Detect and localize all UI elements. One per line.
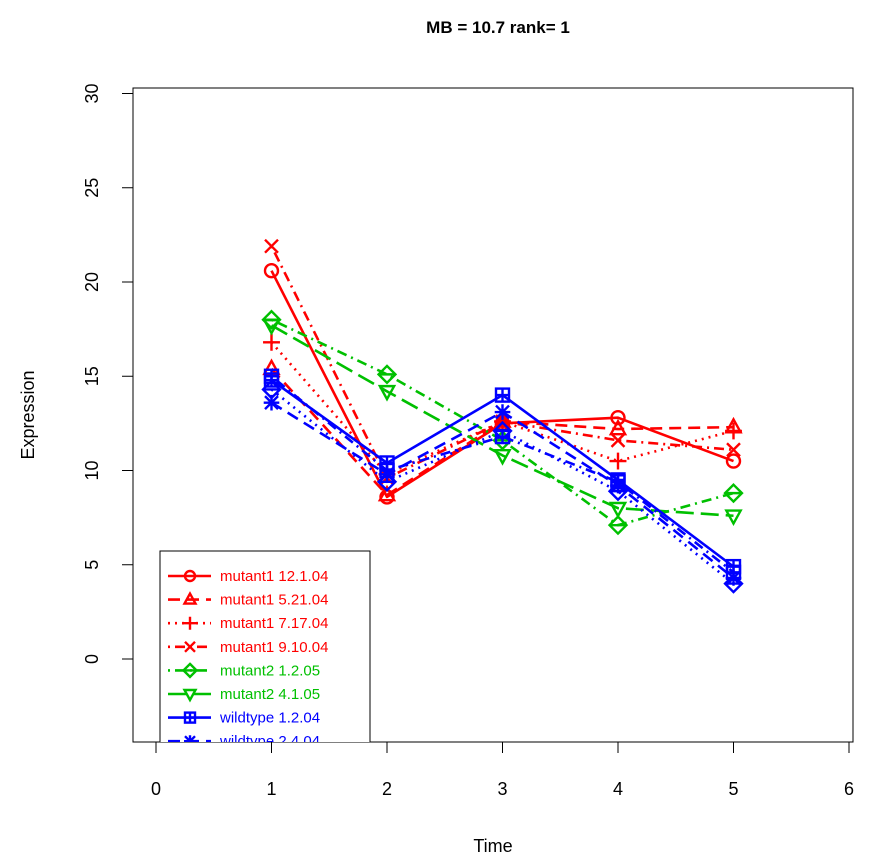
legend-label: wildtype 1.2.04	[219, 710, 320, 727]
data-point-shape	[376, 471, 398, 492]
legend-box	[159, 550, 371, 742]
legend-label: mutant1 12.1.04	[220, 568, 328, 585]
data-point-cross	[496, 430, 509, 444]
data-point	[726, 442, 741, 458]
data-point-shape	[607, 515, 629, 536]
data-point	[609, 452, 627, 470]
x-tick-label: 4	[613, 779, 623, 799]
legend-label: mutant2 1.2.05	[220, 662, 320, 679]
y-tick-label: 0	[82, 654, 102, 664]
y-tick-label: 20	[82, 272, 102, 292]
legend-marker	[184, 640, 196, 653]
data-point	[262, 318, 281, 336]
data-point-cross	[727, 565, 740, 579]
data-point-shape	[376, 364, 398, 385]
data-point	[494, 428, 511, 445]
data-point	[610, 410, 626, 426]
x-tick-label: 6	[844, 779, 854, 799]
y-tick-label: 25	[82, 178, 102, 198]
data-point	[263, 368, 280, 384]
data-point	[377, 384, 397, 402]
legend-marker-shape	[181, 662, 199, 679]
y-tick-label: 15	[82, 366, 102, 386]
x-tick-label: 5	[728, 779, 738, 799]
data-point-cross	[380, 464, 394, 477]
legend-label: mutant1 7.17.04	[220, 615, 328, 632]
series-line	[270, 375, 735, 574]
series-9	[263, 368, 742, 580]
data-point-cross	[611, 475, 625, 489]
legend-marker	[181, 662, 199, 679]
x-axis: 0 1 2 3 4 5 6	[151, 741, 854, 799]
data-point	[494, 387, 511, 403]
data-point	[494, 404, 511, 420]
data-point	[493, 449, 512, 466]
data-point	[610, 474, 626, 490]
data-point-cross	[265, 369, 278, 383]
legend-label: mutant2 4.1.05	[220, 686, 320, 703]
data-point	[725, 453, 742, 469]
data-point-shape	[723, 573, 744, 594]
legend-label: mutant1 9.10.04	[220, 639, 328, 656]
legend-label: wildtype 2.4.04	[219, 733, 320, 750]
x-tick-label: 2	[382, 779, 392, 799]
legend-marker	[183, 616, 197, 630]
data-point	[725, 564, 742, 580]
data-point	[263, 262, 280, 279]
legend-marker	[182, 591, 198, 605]
legend-marker	[183, 569, 197, 583]
data-point	[379, 462, 395, 479]
x-tick-label: 3	[497, 779, 507, 799]
data-point	[264, 238, 279, 254]
x-tick-label: 1	[266, 779, 276, 799]
data-point	[608, 418, 628, 436]
data-point	[261, 379, 282, 400]
data-point	[723, 573, 744, 594]
legend-marker-cross	[185, 712, 195, 723]
legend-marker	[184, 735, 196, 742]
data-point	[608, 501, 628, 519]
legend-marker	[183, 711, 197, 724]
data-point	[376, 364, 398, 385]
data-point-shape	[261, 379, 282, 400]
x-tick-label: 0	[151, 779, 161, 799]
series-layer	[261, 238, 744, 594]
legend: mutant1 12.1.04 mutant1 5.21.04 mutant1 7.…	[159, 550, 371, 750]
chart-title: MB = 10.7 rank= 1	[426, 18, 570, 37]
legend-body: mutant1 12.1.04 mutant1 5.21.04 mutant1 7.…	[159, 550, 371, 750]
y-axis-label: Expression	[18, 370, 38, 459]
data-point-shape	[261, 309, 282, 330]
y-axis: 0 5 10 15 20 25 30	[82, 83, 134, 664]
data-point-cross	[496, 388, 509, 402]
data-point	[377, 484, 397, 502]
data-point	[725, 422, 742, 440]
data-point	[263, 333, 280, 351]
data-point	[723, 482, 744, 504]
data-point-shape	[723, 482, 744, 504]
data-point	[263, 394, 280, 411]
legend-label: mutant1 5.21.04	[220, 592, 328, 609]
x-axis-label: Time	[473, 836, 512, 856]
data-point	[610, 432, 626, 448]
y-tick-label: 5	[82, 560, 102, 570]
data-point	[376, 471, 398, 492]
legend-marker	[182, 688, 198, 703]
y-tick-label: 30	[82, 83, 102, 103]
data-point	[607, 515, 629, 536]
series-0	[263, 262, 742, 505]
y-tick-label: 10	[82, 460, 102, 480]
data-point	[724, 509, 743, 527]
series-6	[263, 372, 742, 575]
